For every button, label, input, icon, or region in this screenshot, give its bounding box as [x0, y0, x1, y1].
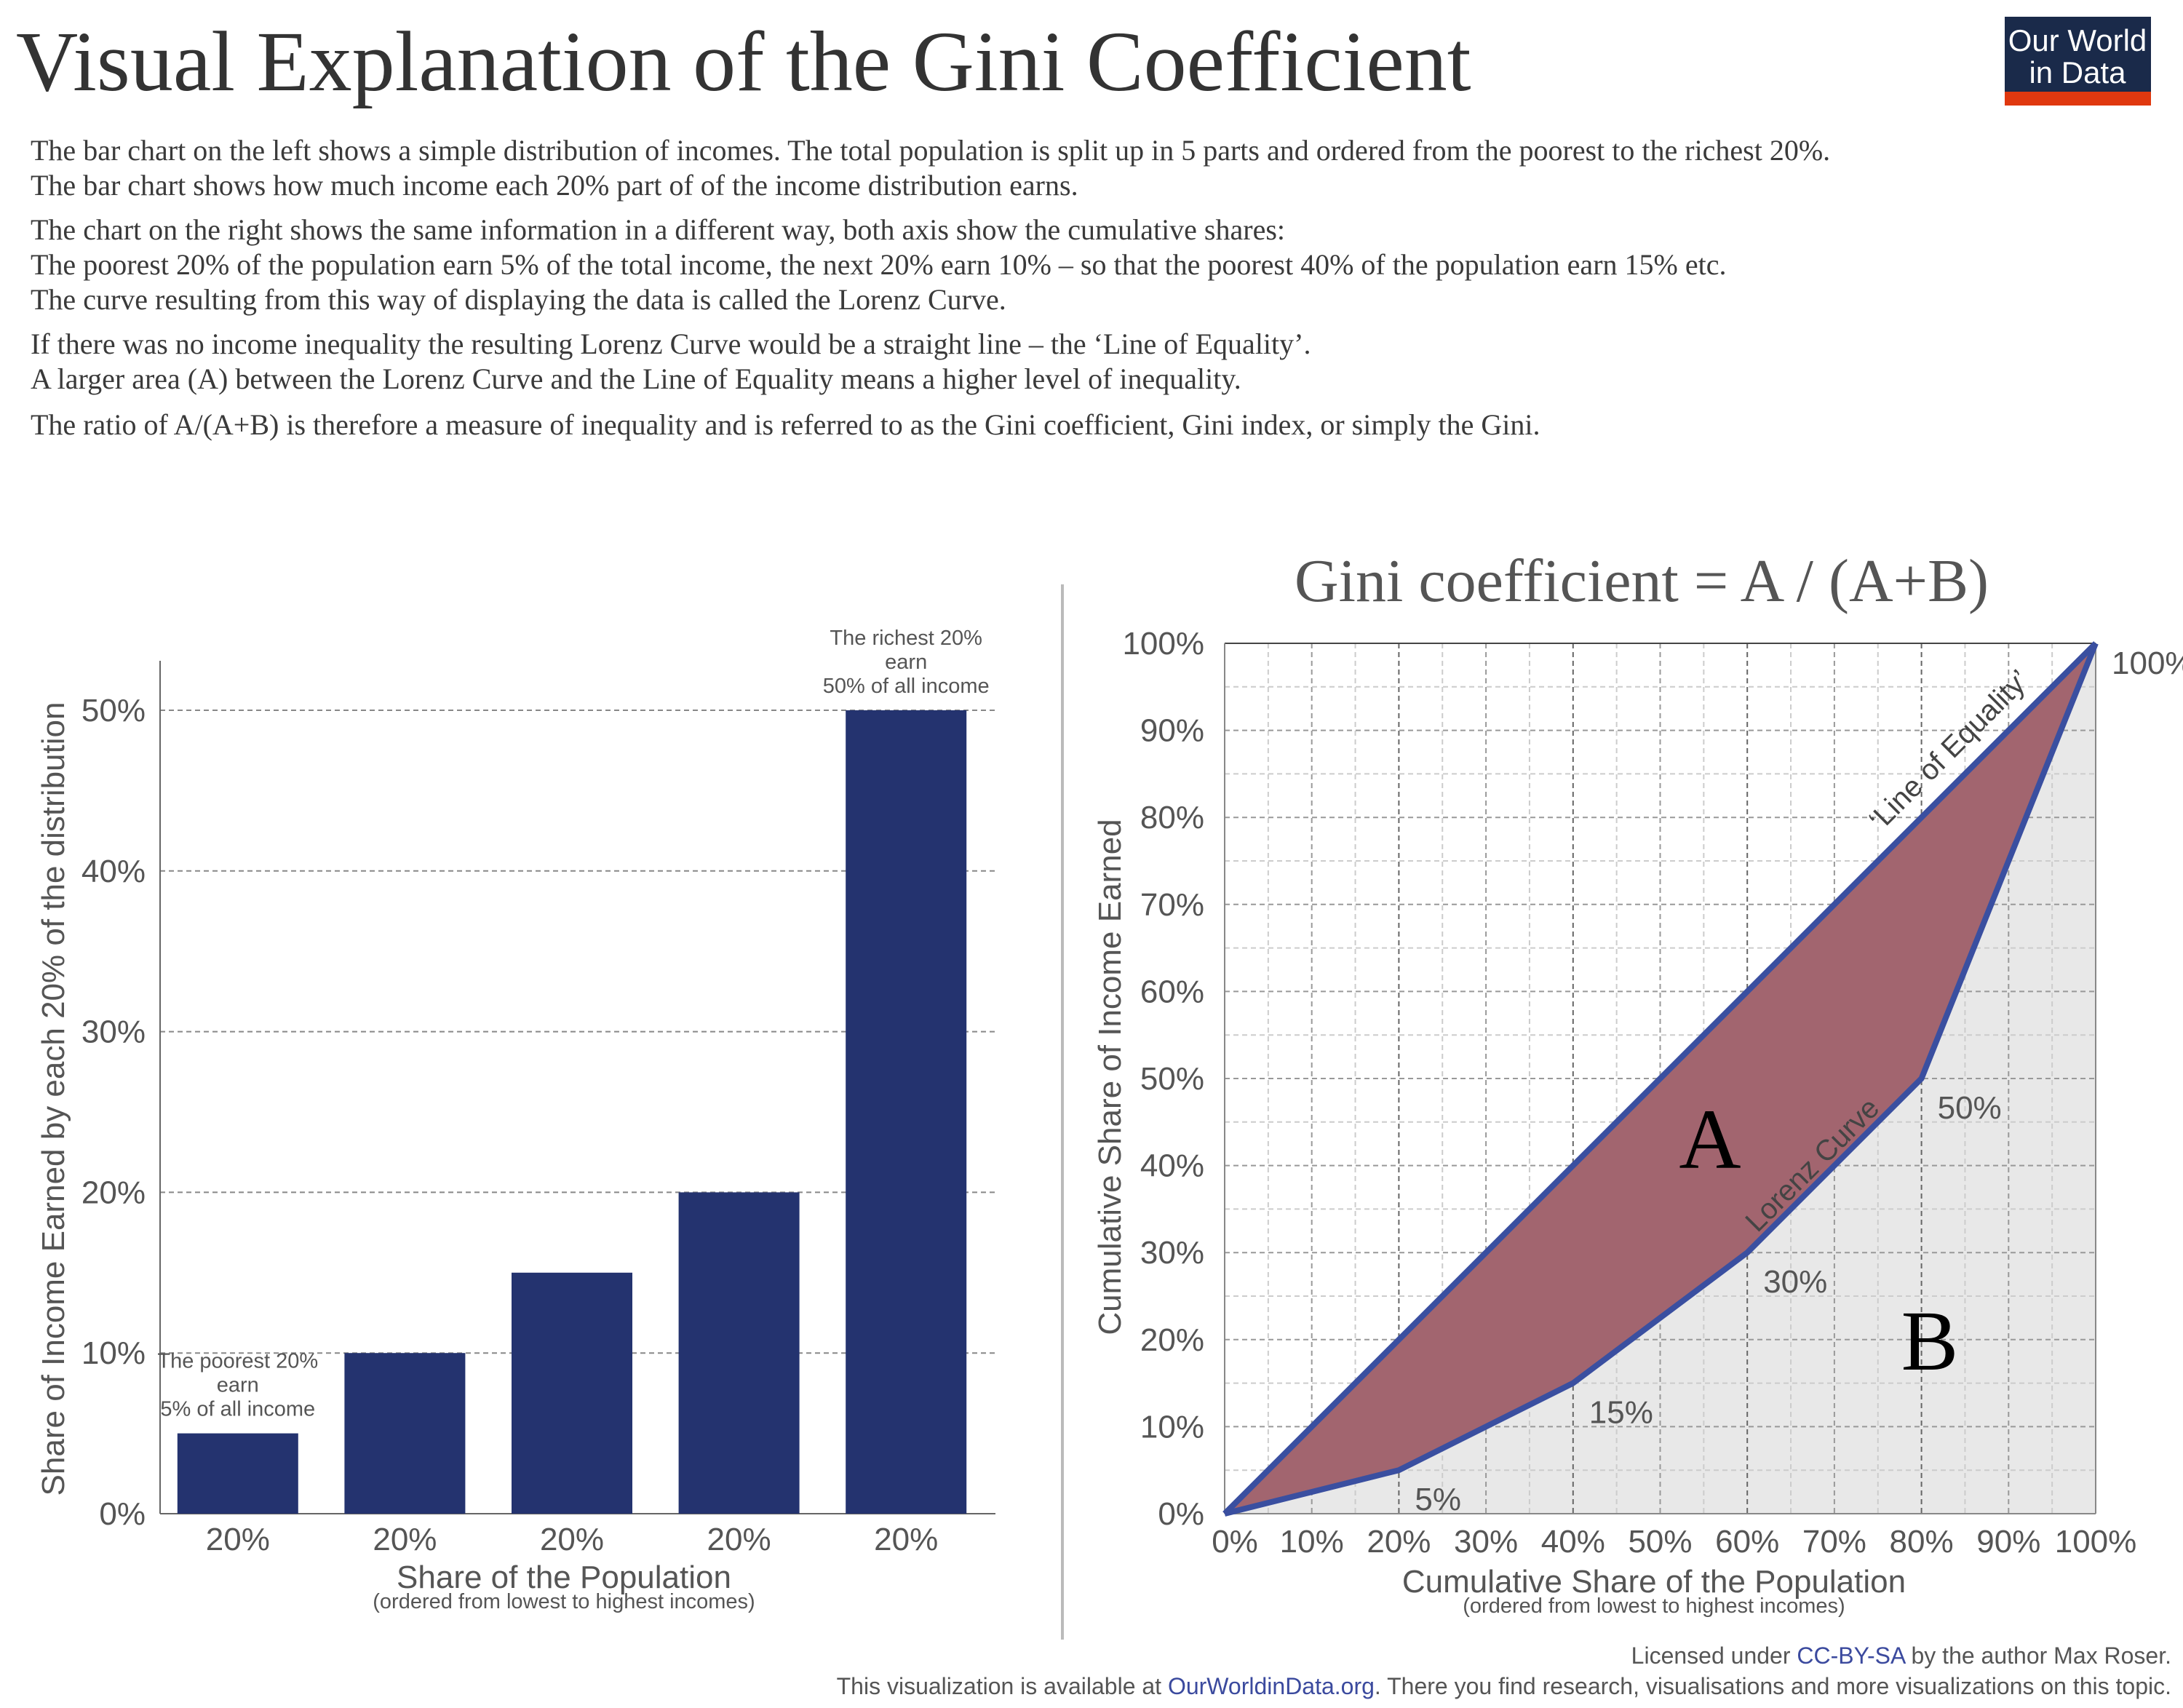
lorenz-y-tick-label: 100%: [1122, 626, 1204, 662]
description-line: A larger area (A) between the Lorenz Cur…: [31, 362, 1241, 395]
bar-annotation-line: earn: [217, 1374, 259, 1397]
logo-line1: Our World: [2008, 23, 2147, 57]
description-line: The chart on the right shows the same in…: [31, 213, 1285, 246]
license-text: Licensed under CC-BY-SA by the author Ma…: [1631, 1643, 2171, 1669]
bar-y-tick-label: 10%: [81, 1335, 146, 1371]
bar-x-axis-subtitle: (ordered from lowest to highest incomes): [373, 1590, 755, 1613]
logo-stripe: [2005, 92, 2151, 106]
lorenz-y-tick-label: 0%: [1158, 1496, 1204, 1532]
lorenz-x-tick-label: 60%: [1715, 1524, 1779, 1560]
logo-background: [2005, 17, 2151, 106]
lorenz-y-tick-label: 50%: [1140, 1061, 1204, 1097]
lorenz-point-label: 50%: [1938, 1090, 2002, 1126]
area-a-label: A: [1679, 1092, 1741, 1187]
lorenz-point-label: 30%: [1763, 1264, 1827, 1300]
bar-annotation-line: The poorest 20%: [157, 1350, 318, 1373]
lorenz-x-tick-label: 100%: [2055, 1524, 2137, 1560]
bar-x-tick-label: 20%: [206, 1522, 270, 1557]
lorenz-chart-title: Gini coefficient = A / (A+B): [1295, 547, 1989, 615]
bar-x-axis-title: Share of the Population: [397, 1560, 731, 1595]
bar-annotation-line: The richest 20%: [830, 627, 982, 650]
bar-annotation-line: earn: [885, 651, 927, 674]
lorenz-x-tick-label: 10%: [1280, 1524, 1344, 1560]
bar-x-ticks: 20% 20% 20% 20% 20%: [206, 1522, 938, 1557]
lorenz-y-ticks: 0% 10% 20% 30% 40% 50% 60% 70% 80% 90% 100%: [1122, 626, 1204, 1532]
logo-line2: in Data: [2029, 55, 2126, 90]
lorenz-y-tick-label: 30%: [1140, 1235, 1204, 1271]
bar: [846, 710, 967, 1514]
description: The bar chart on the left shows a simple…: [31, 134, 1830, 441]
bar: [512, 1272, 632, 1514]
lorenz-y-axis-title: Cumulative Share of Income Earned: [1092, 819, 1128, 1335]
bar-chart: 0% 10% 20% 30% 40% 50% 20% 20% 20% 20% 20% The po…: [36, 627, 995, 1613]
bar-series: [177, 710, 967, 1514]
lorenz-x-tick-label: 20%: [1367, 1524, 1431, 1560]
lorenz-x-tick-label: 40%: [1541, 1524, 1605, 1560]
lorenz-x-tick-label: 0%: [1212, 1524, 1258, 1560]
bar-y-tick-label: 0%: [99, 1496, 146, 1532]
lorenz-y-tick-label: 20%: [1140, 1322, 1204, 1358]
lorenz-x-axis-subtitle: (ordered from lowest to highest incomes): [1463, 1594, 1845, 1618]
owid-logo[interactable]: Our World in Data: [2005, 17, 2151, 106]
lorenz-x-tick-label: 50%: [1628, 1524, 1692, 1560]
description-line: The poorest 20% of the population earn 5…: [31, 248, 1726, 281]
lorenz-point-label: 100%: [2112, 646, 2183, 681]
page-title: Visual Explanation of the Gini Coefficie…: [16, 14, 1471, 109]
description-line: The bar chart shows how much income each…: [31, 169, 1078, 202]
lorenz-y-tick-label: 60%: [1140, 974, 1204, 1009]
bar-annotation-line: 5% of all income: [160, 1398, 315, 1421]
lorenz-chart: Gini coefficient = A / (A+B) 0% 10% 20% 30%…: [1092, 547, 2183, 1618]
description-line: If there was no income inequality the re…: [31, 327, 1311, 360]
bar-x-tick-label: 20%: [373, 1522, 437, 1557]
description-line: The bar chart on the left shows a simple…: [31, 134, 1830, 167]
lorenz-y-tick-label: 80%: [1140, 800, 1204, 835]
bar-y-tick-label: 40%: [81, 854, 146, 889]
lorenz-point-label: 15%: [1589, 1395, 1653, 1431]
lorenz-x-ticks: 0% 10% 20% 30% 40% 50% 60% 70% 80% 90% 100%: [1212, 1524, 2136, 1560]
lorenz-curve: [1224, 642, 2099, 1517]
bar-y-ticks: 0% 10% 20% 30% 40% 50%: [81, 693, 146, 1532]
lorenz-y-tick-label: 90%: [1140, 713, 1204, 749]
bar-y-axis-title: Share of Income Earned by each 20% of th…: [36, 702, 71, 1496]
lorenz-y-tick-label: 40%: [1140, 1148, 1204, 1184]
bar-x-tick-label: 20%: [540, 1522, 604, 1557]
lorenz-y-tick-label: 10%: [1140, 1409, 1204, 1445]
bar: [344, 1353, 466, 1514]
lorenz-x-tick-label: 80%: [1890, 1524, 1954, 1560]
lorenz-point-labels: 5% 15% 30% 50% 100%: [1415, 646, 2183, 1517]
area-b: [1225, 643, 2096, 1514]
area-b-label: B: [1901, 1293, 1959, 1389]
description-line: The curve resulting from this way of dis…: [31, 283, 1006, 316]
bar-y-tick-label: 20%: [81, 1175, 146, 1210]
lorenz-x-tick-label: 90%: [1976, 1524, 2040, 1560]
bar-annotation-line: 50% of all income: [823, 675, 990, 698]
lorenz-y-tick-label: 70%: [1140, 887, 1204, 923]
lorenz-x-tick-label: 70%: [1802, 1524, 1866, 1560]
bar-y-tick-label: 30%: [81, 1014, 146, 1050]
cc-by-sa-link[interactable]: CC-BY-SA: [1797, 1643, 1906, 1669]
lorenz-x-axis-title: Cumulative Share of the Population: [1402, 1564, 1906, 1600]
line-of-equality: [1222, 641, 2098, 1516]
owid-link[interactable]: OurWorldinData.org: [1168, 1673, 1375, 1699]
description-line: The ratio of A/(A+B) is therefore a meas…: [31, 408, 1540, 441]
bar: [177, 1433, 298, 1514]
lorenz-x-tick-label: 30%: [1454, 1524, 1518, 1560]
bar-y-tick-label: 50%: [81, 693, 146, 728]
bar: [678, 1192, 800, 1514]
bar-x-tick-label: 20%: [707, 1522, 771, 1557]
lorenz-point-label: 5%: [1415, 1482, 1461, 1517]
lorenz-lines: [1222, 641, 2099, 1517]
bar-x-tick-label: 20%: [874, 1522, 938, 1557]
availability-text: This visualization is available at OurWo…: [837, 1673, 2171, 1699]
